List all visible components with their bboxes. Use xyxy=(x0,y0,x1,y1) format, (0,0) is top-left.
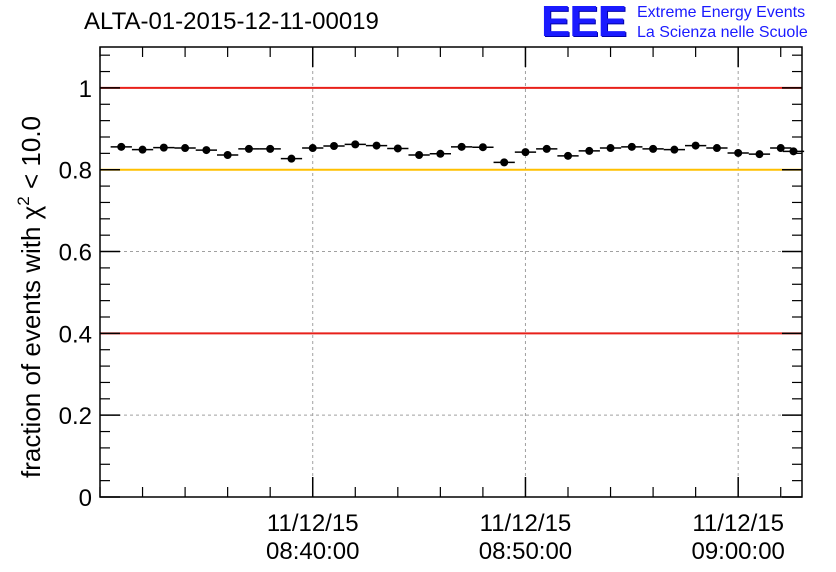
x-tick-time-label: 09:00:00 xyxy=(691,538,784,565)
data-point xyxy=(457,142,466,151)
data-points xyxy=(110,140,805,167)
data-point xyxy=(627,142,636,151)
data-point xyxy=(223,151,232,159)
y-tick-label: 0.6 xyxy=(59,240,92,267)
data-point xyxy=(266,144,275,153)
data-point xyxy=(734,148,743,157)
data-point xyxy=(117,142,126,151)
logo-line-1: Extreme Energy Events xyxy=(637,4,806,21)
x-tick-date-label: 11/12/15 xyxy=(692,510,784,537)
data-point xyxy=(244,144,253,153)
data-point xyxy=(308,144,317,153)
y-axis-label: fraction of events with χ2 < 10.0 xyxy=(14,116,46,478)
plot-frame xyxy=(99,46,803,498)
data-point xyxy=(351,140,360,149)
x-tick-date-label: 11/12/15 xyxy=(267,510,359,537)
data-point xyxy=(755,150,764,159)
data-point xyxy=(691,141,700,150)
data-point xyxy=(330,142,338,150)
data-point xyxy=(436,149,445,158)
y-axis-label-sup: 2 xyxy=(14,196,33,205)
logo-line-2: La Scienza nelle Scuole xyxy=(637,24,808,41)
y-axis-label-tail: < 10.0 xyxy=(16,116,46,196)
grid-layer xyxy=(100,47,802,497)
axis-labels: 00.20.40.60.8111/12/1508:40:0011/12/1508… xyxy=(59,76,785,565)
data-point xyxy=(372,141,381,150)
data-point xyxy=(478,143,487,152)
y-tick-label: 0.8 xyxy=(59,158,92,185)
data-point xyxy=(776,144,785,153)
data-point xyxy=(606,144,615,153)
data-point xyxy=(500,158,509,167)
data-point xyxy=(159,143,168,152)
data-point xyxy=(287,154,296,163)
data-point xyxy=(521,148,530,157)
y-axis-label-base: fraction of events with χ xyxy=(16,205,46,478)
data-point xyxy=(712,144,721,153)
chart-title: ALTA-01-2015-12-11-00019 xyxy=(84,8,379,35)
data-point xyxy=(181,144,190,153)
data-point xyxy=(789,147,798,156)
y-tick-label: 0 xyxy=(79,485,92,512)
data-point xyxy=(415,151,424,159)
reference-lines xyxy=(100,86,802,335)
axis-ticks xyxy=(99,47,802,498)
data-point xyxy=(585,146,594,155)
data-point xyxy=(202,146,211,155)
y-tick-label: 1 xyxy=(79,76,92,103)
data-point xyxy=(542,144,551,153)
data-point xyxy=(138,145,147,154)
data-point xyxy=(564,151,572,160)
x-tick-date-label: 11/12/15 xyxy=(480,510,572,537)
data-point xyxy=(393,144,402,153)
x-tick-time-label: 08:40:00 xyxy=(266,538,359,565)
x-tick-time-label: 08:50:00 xyxy=(479,538,572,565)
y-tick-label: 0.4 xyxy=(59,321,92,348)
eee-logo-icon: EEE xyxy=(541,0,627,46)
y-tick-label: 0.2 xyxy=(59,403,92,430)
data-point xyxy=(670,145,679,154)
data-point xyxy=(649,144,658,153)
